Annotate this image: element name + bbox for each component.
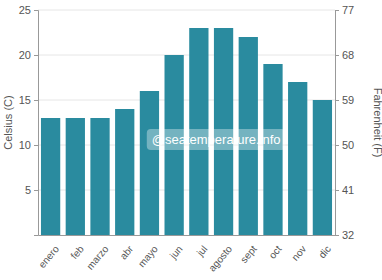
tick-label: nov [289, 243, 308, 262]
tick: 68 [335, 49, 354, 61]
tick: jun [167, 235, 185, 261]
tick-label: 10 [19, 139, 31, 151]
tick-mark [335, 100, 339, 101]
tick: 15 [19, 94, 38, 106]
tick: 10 [19, 139, 38, 151]
tick-label: mayo [136, 243, 160, 269]
bar [140, 91, 159, 235]
tick-label: 32 [342, 229, 354, 241]
tick-mark [335, 190, 339, 191]
tick-mark [34, 55, 38, 56]
bar [66, 118, 85, 235]
tick-label: 15 [19, 94, 31, 106]
axis-title: Fahrenheit (F) [372, 88, 382, 158]
watermark: @seatemperature.info [147, 129, 286, 150]
tick-label: 59 [342, 94, 354, 106]
tick-mark [335, 145, 339, 146]
tick: enero [36, 235, 61, 270]
tick-label: enero [36, 243, 61, 270]
tick: 25 [19, 4, 38, 16]
tick-mark [34, 100, 38, 101]
tick: 20 [19, 49, 38, 61]
tick-label: 5 [25, 184, 31, 196]
tick-label: dic [316, 243, 333, 260]
tick-label: jul [194, 243, 210, 259]
y2-axis-line [336, 11, 340, 236]
annotation: @seatemperature.info [152, 132, 281, 147]
tick: 77 [335, 4, 354, 16]
tick-label: 50 [342, 139, 354, 151]
tick-label: oct [266, 243, 283, 260]
tick: sept [238, 235, 259, 265]
tick-label: 68 [342, 49, 354, 61]
x-axis-line [39, 235, 336, 236]
bars [41, 28, 332, 235]
grid-line [38, 10, 335, 11]
tick-label: marzo [84, 243, 111, 272]
tick-label: abr [118, 243, 136, 262]
tick: 50 [335, 139, 354, 151]
plot: 5 10 15 20 25 32 41 50 59 68 77 enero febmarzo abrmay… [19, 4, 355, 273]
tick: jul [194, 235, 210, 259]
y-axis-line [34, 11, 39, 236]
tick: marzo [84, 235, 111, 272]
tick: 41 [335, 184, 354, 196]
tick-label: sept [238, 243, 259, 265]
bar [313, 100, 332, 235]
grid-line [38, 55, 335, 56]
tick: nov [289, 235, 308, 263]
tick-label: 20 [19, 49, 31, 61]
tick-mark [34, 145, 38, 146]
tick-label: jun [167, 243, 185, 261]
tick: oct [266, 235, 283, 261]
tick-label: 25 [19, 4, 31, 16]
chart: 5 10 15 20 25 32 41 50 59 68 77 enero febmarzo abrmay… [0, 0, 382, 280]
tick-label: 77 [342, 4, 354, 16]
x-axis: enero febmarzo abrmayojunjulagostoseptoctn… [36, 235, 335, 273]
tick-mark [335, 235, 339, 236]
tick-mark [335, 10, 339, 11]
tick: 32 [335, 229, 354, 241]
tick-label: feb [68, 243, 86, 261]
tick-mark [34, 10, 38, 11]
tick: 59 [335, 94, 354, 106]
tick: agosto [206, 235, 234, 273]
axis-title: Celsius (C) [2, 95, 14, 149]
bar [41, 118, 60, 235]
tick: mayo [136, 235, 160, 269]
tick-label: 41 [342, 184, 354, 196]
tick-label: agosto [206, 243, 234, 273]
y2-axis: 32 41 50 59 68 77 [335, 4, 354, 241]
tick-mark [335, 55, 339, 56]
bar [90, 118, 109, 235]
y-axis: 5 10 15 20 25 [19, 4, 39, 235]
tick-mark [34, 190, 38, 191]
bar [115, 109, 134, 235]
annotation-box [147, 129, 286, 150]
bar [288, 82, 307, 235]
tick: abr [118, 235, 136, 262]
tick: dic [316, 235, 333, 260]
tick: 5 [25, 184, 38, 196]
tick: feb [68, 235, 86, 261]
